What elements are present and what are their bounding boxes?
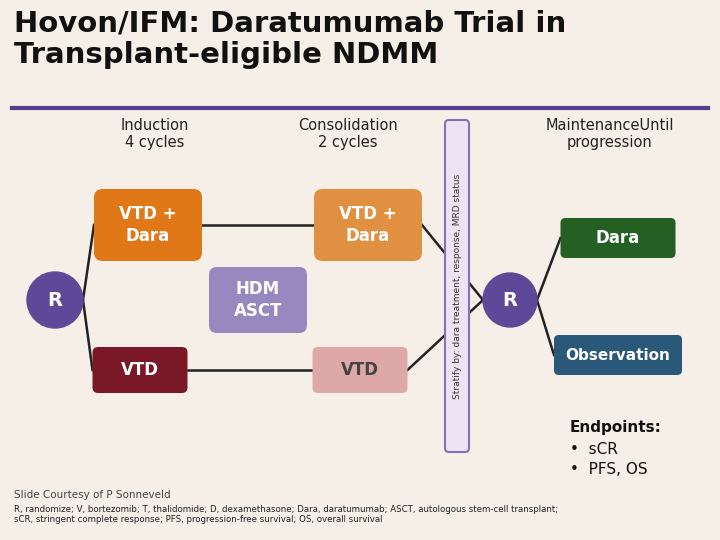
FancyBboxPatch shape (312, 347, 408, 393)
FancyBboxPatch shape (314, 189, 422, 261)
Text: VTD +
Dara: VTD + Dara (339, 205, 397, 245)
Text: Endpoints:: Endpoints: (570, 420, 662, 435)
Text: Hovon/IFM: Daratumumab Trial in
Transplant-eligible NDMM: Hovon/IFM: Daratumumab Trial in Transpla… (14, 10, 566, 69)
FancyBboxPatch shape (560, 218, 675, 258)
Text: Observation: Observation (566, 348, 670, 362)
Text: VTD: VTD (341, 361, 379, 379)
Text: HDM
ASCT: HDM ASCT (234, 280, 282, 320)
Text: MaintenanceUntil
progression: MaintenanceUntil progression (546, 118, 674, 151)
Circle shape (483, 273, 537, 327)
FancyBboxPatch shape (94, 189, 202, 261)
FancyBboxPatch shape (554, 335, 682, 375)
Text: •  PFS, OS: • PFS, OS (570, 462, 647, 477)
FancyBboxPatch shape (209, 267, 307, 333)
Text: VTD +
Dara: VTD + Dara (120, 205, 177, 245)
Text: R, randomize; V, bortezomib; T, thalidomide; D, dexamethasone; Dara, daratumumab: R, randomize; V, bortezomib; T, thalidom… (14, 505, 558, 524)
Text: Induction
4 cycles: Induction 4 cycles (121, 118, 189, 151)
Text: Dara: Dara (596, 229, 640, 247)
FancyBboxPatch shape (92, 347, 187, 393)
Text: R: R (48, 291, 63, 309)
Text: Consolidation
2 cycles: Consolidation 2 cycles (298, 118, 398, 151)
Text: Stratify by: dara treatment, response, MRD status: Stratify by: dara treatment, response, M… (452, 173, 462, 399)
Text: Slide Courtesy of P Sonneveld: Slide Courtesy of P Sonneveld (14, 490, 171, 500)
Text: R: R (503, 291, 518, 309)
Text: VTD: VTD (121, 361, 159, 379)
Text: •  sCR: • sCR (570, 442, 618, 457)
Circle shape (27, 272, 83, 328)
FancyBboxPatch shape (445, 120, 469, 452)
